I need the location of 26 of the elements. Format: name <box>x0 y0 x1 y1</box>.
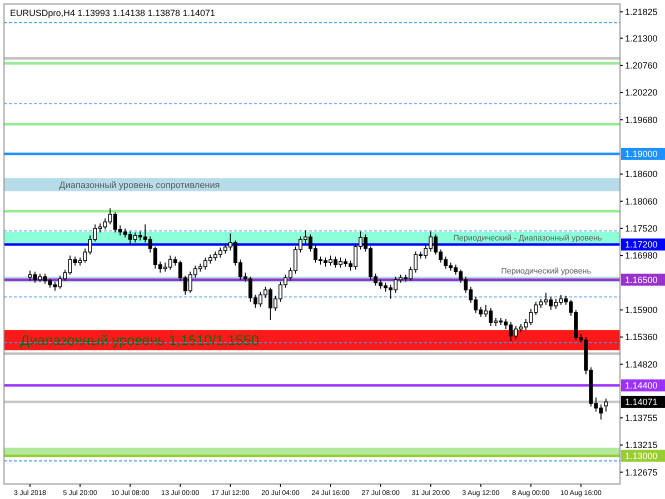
y-tick-label: 1.16980 <box>625 250 658 261</box>
ref-line-label: 1.16500 <box>625 274 658 285</box>
band-label: Диапазонный уровень сопротивления <box>59 180 220 190</box>
y-tick-label: 1.17520 <box>625 224 658 234</box>
y-tick-label: 1.15900 <box>625 305 658 316</box>
y-tick-label: 1.18060 <box>625 196 658 206</box>
ref-line-label: 1.13000 <box>625 450 658 461</box>
y-tick-label: 1.15360 <box>625 332 658 342</box>
ref-line-label: 1.14400 <box>625 380 658 391</box>
y-tick-label: 1.20220 <box>625 88 658 98</box>
y-tick-label: 1.21825 <box>625 6 658 17</box>
y-tick-label: 1.20760 <box>625 60 658 71</box>
y-tick-label: 1.13755 <box>625 412 658 423</box>
ref-line-label: 1.17200 <box>625 240 658 250</box>
ref-line-label: 1.14071 <box>625 397 658 408</box>
y-tick-label: 1.18600 <box>625 169 658 180</box>
y-tick-label: 1.21300 <box>625 33 658 44</box>
candlestick <box>604 398 608 412</box>
y-tick-label: 1.14820 <box>625 359 658 370</box>
y-tick-label: 1.19680 <box>625 114 658 125</box>
chart-title: EURUSDpro,H4 1.13993 1.14138 1.13878 1.14071 <box>10 8 216 18</box>
ref-line-label: 1.19000 <box>625 149 658 160</box>
band-label: Периодический - Диапазонный уровень <box>453 234 602 243</box>
band-label: Периодический уровень <box>501 266 591 276</box>
y-tick-label: 1.13215 <box>625 440 658 450</box>
y-tick-label: 1.12675 <box>625 467 658 478</box>
